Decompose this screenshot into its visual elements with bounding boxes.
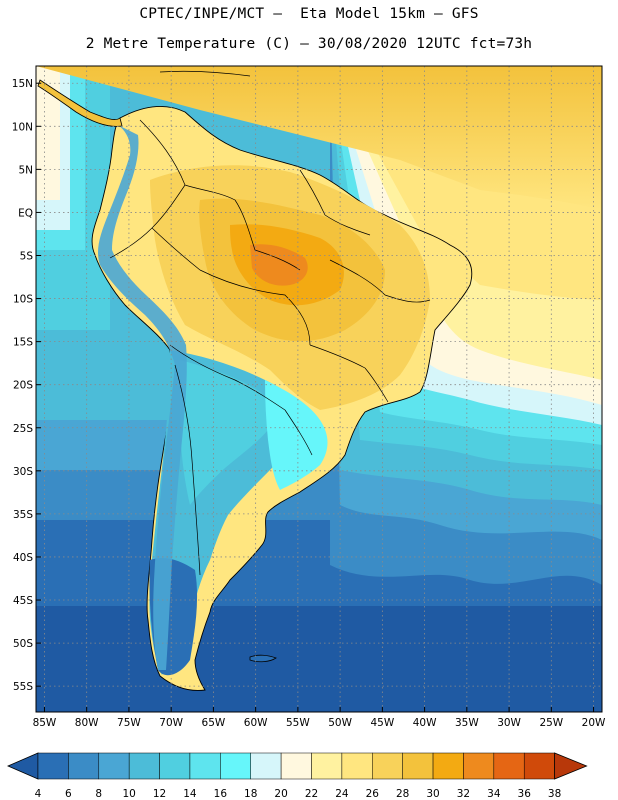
lon-label: 50W <box>328 717 352 729</box>
cool-zone-14c <box>180 360 272 505</box>
colorbar-swatch <box>523 752 555 780</box>
colorbar-tick-label: 14 <box>183 788 197 800</box>
lon-label: 20W <box>582 717 606 729</box>
caribbean-islands <box>159 70 251 77</box>
colorbar-tick-label: 8 <box>95 788 102 800</box>
colorbar-swatch <box>68 752 100 780</box>
lat-label: 10N <box>12 121 33 133</box>
colorbar-tick-label: 10 <box>122 788 135 800</box>
map-title-model: CPTEC/INPE/MCT – Eta Model 15km – GFS <box>139 6 479 22</box>
lat-label: 45S <box>13 595 33 607</box>
colorbar-swatch <box>280 752 312 780</box>
lat-label: 15N <box>12 78 33 90</box>
colorbar-tick-label: 20 <box>274 788 287 800</box>
lon-label: 40W <box>413 717 437 729</box>
colorbar-swatch <box>372 752 403 780</box>
country-borders <box>109 119 431 576</box>
lat-label: 40S <box>13 552 33 564</box>
lon-label: 35W <box>455 717 479 729</box>
colorbar-swatch <box>98 752 130 780</box>
lon-label: 85W <box>33 717 57 729</box>
colorbar-swatch <box>159 752 191 780</box>
colorbar-swatch <box>128 752 160 780</box>
longitude-labels: 85W 80W 75W 70W 65W 60W 55W 50W 45W 40W 35W 30W 25W 2… <box>33 707 606 729</box>
colorbar-tick-label: 36 <box>518 788 532 800</box>
map-frame <box>35 65 603 713</box>
lat-label: 30S <box>13 466 33 478</box>
colorbar-tick-label: 34 <box>487 788 501 800</box>
lon-label: 70W <box>159 717 183 729</box>
lon-label: 45W <box>370 717 394 729</box>
lon-label: 30W <box>497 717 521 729</box>
colorbar-tick-label: 16 <box>214 788 228 800</box>
colorbar-tick-label: 24 <box>335 788 349 800</box>
colorbar-tick-label: 6 <box>65 788 72 800</box>
colorbar-swatch <box>311 752 343 780</box>
lat-label: 15S <box>13 337 33 349</box>
colorbar-tick-label: 18 <box>244 788 257 800</box>
lon-label: 80W <box>75 717 99 729</box>
colorbar-tick-label: 22 <box>305 788 318 800</box>
colorbar-tick-label: 26 <box>366 788 380 800</box>
colorbar-tick-label: 38 <box>548 788 561 800</box>
lat-label: 20S <box>13 380 33 392</box>
colorbar-swatch <box>493 752 525 780</box>
map-field <box>36 66 602 712</box>
lon-label: 55W <box>286 717 310 729</box>
warm-zone-34c <box>250 244 308 286</box>
ocean-band-28c <box>36 66 602 210</box>
colorbar-tick-label: 4 <box>35 788 42 800</box>
falkland-islands <box>249 654 277 663</box>
lat-label: 5S <box>20 250 34 262</box>
colorbar-swatch <box>37 752 69 780</box>
colorbar-swatch <box>341 752 373 780</box>
colorbar-swatch <box>189 752 221 780</box>
andes-mountains <box>97 125 187 670</box>
lat-label: 55S <box>13 681 33 693</box>
colorbar-tick-label: 28 <box>396 788 409 800</box>
latitude-labels: 15N 10N 5N EQ 5S 10S 15S 20S 25S 30S 35S 40S 45S 50S 5… <box>12 78 41 693</box>
colorbar-swatch <box>220 752 251 780</box>
lat-label: 25S <box>13 423 33 435</box>
lat-label: 10S <box>13 294 33 306</box>
lat-label: 5N <box>18 164 33 176</box>
lat-label: 50S <box>13 638 33 650</box>
colorbar-tick-label: 30 <box>426 788 439 800</box>
colorbar-max-arrow <box>554 752 588 780</box>
colorbar-swatch <box>432 752 464 780</box>
colorbar-min-arrow <box>6 752 39 780</box>
lon-label: 65W <box>202 717 226 729</box>
map-title-variable: 2 Metre Temperature (C) – 30/08/2020 12U… <box>85 36 533 52</box>
colorbar: 4 6 8 10 12 14 16 18 20 22 24 26 28 30 32 34 36 38 <box>6 752 588 800</box>
colorbar-swatch <box>402 752 434 780</box>
colorbar-tick-label: 32 <box>457 788 470 800</box>
lon-label: 60W <box>244 717 268 729</box>
lat-label: EQ <box>18 207 33 219</box>
lon-label: 75W <box>117 717 141 729</box>
lon-label: 25W <box>539 717 563 729</box>
colorbar-swatch <box>250 752 282 780</box>
colorbar-swatch <box>463 752 495 780</box>
lat-label: 35S <box>13 509 33 521</box>
colorbar-tick-label: 12 <box>153 788 166 800</box>
